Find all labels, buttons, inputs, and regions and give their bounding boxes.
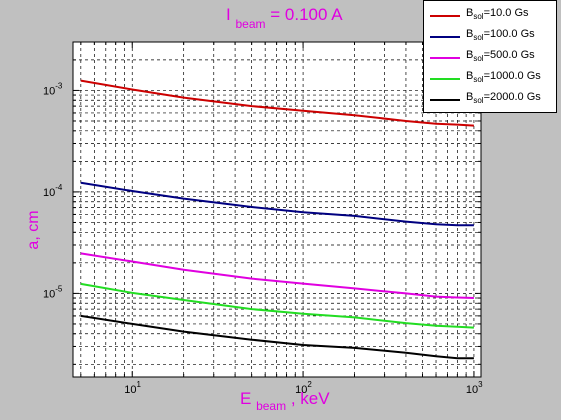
x-tick-label: 102 [295,380,312,396]
x-tick-label-exp: 2 [307,380,312,389]
legend-label: Bsol=10.0 Gs [466,7,529,21]
x-axis-title-main: E [240,389,251,408]
series-line-3 [80,252,474,299]
legend-label: Bsol=2000.0 Gs [466,91,541,105]
legend-swatch [430,78,460,80]
y-tick-label-exp: -5 [55,284,63,293]
y-tick-label: 10-3 [43,81,63,97]
legend: Bsol=10.0 Gs Bsol=100.0 Gs Bsol=500.0 Gs Bs… [423,0,557,113]
y-tick-label-exp: -4 [55,183,63,192]
legend-label-sub: sol [473,12,484,21]
legend-entry-4: Bsol=1000.0 Gs [430,68,556,88]
series-line-2 [80,181,474,227]
chart-title: I beam = 0.100 A [226,5,343,32]
legend-entry-2: Bsol=100.0 Gs [430,26,556,46]
series-layer [80,79,474,360]
y-axis-title: a, cm [25,210,42,249]
legend-label-main: B [466,91,474,103]
x-tick-label-base: 10 [466,384,478,396]
legend-swatch [430,57,460,59]
legend-swatch [430,15,460,17]
legend-label-main: B [466,70,474,82]
legend-label: Bsol=100.0 Gs [466,28,535,42]
legend-label-main: B [466,7,474,19]
legend-entry-5: Bsol=2000.0 Gs [430,89,556,109]
legend-swatch [430,99,460,101]
y-tick-label-base: 10 [43,288,55,300]
legend-label-rest: =1000.0 Gs [483,70,541,82]
chart-title-main: I [226,5,231,24]
legend-entry-1: Bsol=10.0 Gs [430,5,556,25]
legend-label-rest: =100.0 Gs [483,28,535,40]
y-tick-label-exp: -3 [55,81,63,90]
legend-label-sub: sol [473,75,484,84]
x-axis-title: E beam , keV [240,389,330,414]
legend-label-main: B [466,28,474,40]
x-tick-label-exp: 1 [136,380,141,389]
y-tick-label-base: 10 [43,85,55,97]
chart-title-rest: = 0.100 A [270,5,343,24]
y-tick-label: 10-4 [43,183,63,199]
legend-label: Bsol=500.0 Gs [466,49,535,63]
series-line-4 [80,282,474,329]
legend-entry-3: Bsol=500.0 Gs [430,47,556,67]
x-tick-label: 101 [124,380,141,396]
legend-label-rest: =2000.0 Gs [483,91,541,103]
legend-label-sub: sol [473,33,484,42]
legend-label-rest: =500.0 Gs [483,49,535,61]
series-line-5 [80,314,474,360]
legend-label: Bsol=1000.0 Gs [466,70,541,84]
legend-label-main: B [466,49,474,61]
x-axis-title-rest: , keV [291,389,330,408]
series-line-1 [80,79,474,127]
legend-label-rest: =10.0 Gs [483,7,529,19]
chart-title-sub: beam [235,17,265,31]
legend-swatch [430,36,460,38]
x-tick-label: 103 [466,380,483,396]
y-tick-label-base: 10 [43,187,55,199]
x-tick-label-base: 10 [295,384,307,396]
y-tick-label: 10-5 [43,284,63,300]
x-axis-title-sub: beam [256,399,286,413]
x-tick-label-exp: 3 [478,380,483,389]
x-tick-label-base: 10 [124,384,136,396]
legend-label-sub: sol [473,96,484,105]
legend-label-sub: sol [473,54,484,63]
